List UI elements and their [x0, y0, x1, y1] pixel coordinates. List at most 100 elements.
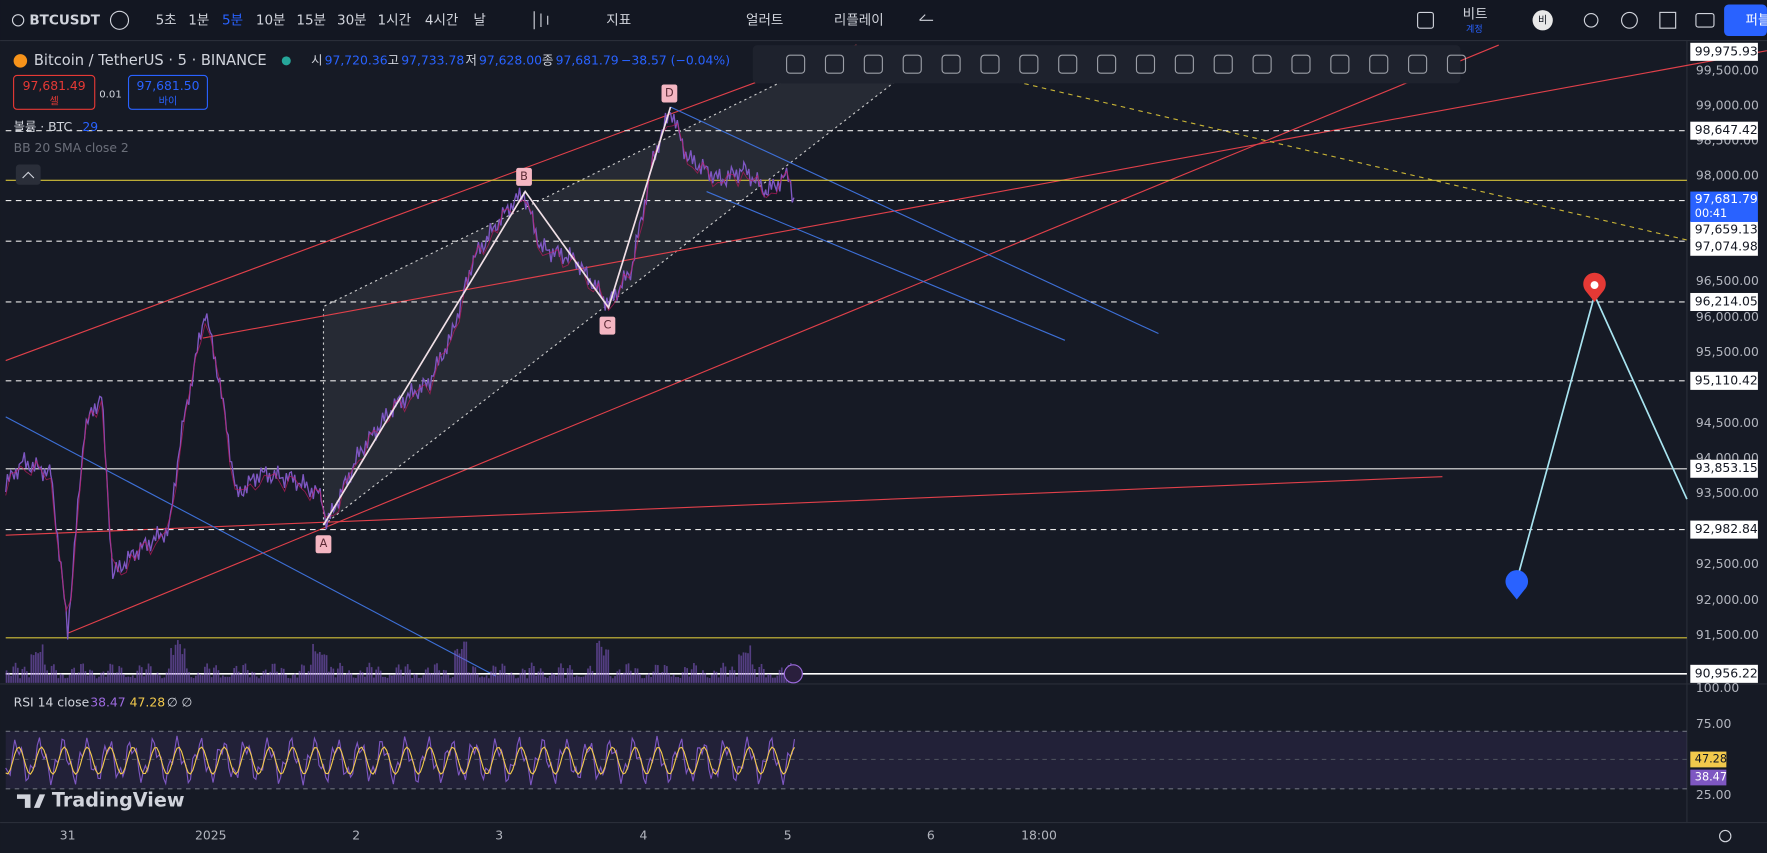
volume-bar	[758, 667, 761, 683]
collapse-button[interactable]	[15, 164, 41, 185]
tool-icon[interactable]	[1369, 54, 1389, 74]
tool-icon[interactable]	[824, 54, 845, 74]
interval[interactable]: 5분	[222, 12, 243, 28]
sell-button[interactable]	[13, 74, 96, 110]
volume-bar	[465, 641, 468, 683]
level-label: 92,982.84	[1695, 521, 1758, 536]
symbol[interactable]: BTCUSDT	[29, 12, 100, 28]
replay-button[interactable]: 리플레이	[834, 12, 884, 28]
volume-bar	[490, 671, 492, 683]
undo[interactable]	[919, 14, 934, 21]
alert-button[interactable]: 얼러트	[746, 12, 783, 28]
volume-bar	[686, 668, 688, 683]
account[interactable]: 비트	[1463, 7, 1488, 23]
search-icon[interactable]	[11, 14, 25, 27]
volume-bar	[39, 651, 42, 683]
volume-bar	[404, 666, 407, 683]
interval[interactable]: 1분	[188, 12, 209, 28]
volume-bar	[21, 669, 24, 683]
icon[interactable]	[1695, 12, 1715, 28]
tool-icon[interactable]	[1446, 54, 1467, 74]
volume-bar	[546, 678, 549, 683]
volume-bar	[760, 663, 763, 683]
tool-icon[interactable]	[1330, 54, 1350, 74]
volume-bar	[195, 675, 197, 683]
volume-bar	[50, 665, 53, 683]
tool-icon[interactable]	[1291, 54, 1311, 74]
volume-bar	[548, 676, 551, 683]
account-sub[interactable]: 계정	[1466, 23, 1483, 35]
settings[interactable]	[1719, 829, 1732, 843]
volume-bar	[580, 676, 583, 683]
interval[interactable]: 10분	[256, 12, 286, 28]
rsi-pane	[5, 730, 1687, 790]
volume-bar	[575, 675, 578, 683]
volume-bar	[506, 673, 508, 683]
volume-bar	[681, 672, 684, 683]
volume-bar	[163, 677, 166, 683]
tool-icon[interactable]	[1058, 54, 1078, 74]
add-symbol[interactable]	[109, 10, 130, 30]
volume-bar	[84, 671, 87, 683]
volume-bar	[564, 678, 567, 683]
tool-icon[interactable]	[863, 54, 883, 74]
volume-bar	[638, 673, 641, 683]
volume-bar	[350, 673, 353, 683]
volume-bar	[436, 663, 438, 683]
tool-icon[interactable]	[1408, 54, 1428, 74]
tool-icon[interactable]	[1135, 54, 1156, 74]
tool-icon[interactable]	[1019, 54, 1039, 74]
rsi-ma-line	[5, 746, 795, 775]
buy-button[interactable]	[127, 74, 208, 110]
interval[interactable]: 15분	[296, 12, 326, 28]
volume-bar	[332, 668, 335, 683]
tool-icon[interactable]	[980, 54, 1000, 74]
interval[interactable]: 30분	[337, 12, 367, 28]
pattern-label: B	[520, 170, 528, 183]
volume-bar	[672, 674, 675, 683]
layout-icon[interactable]	[1417, 11, 1434, 29]
interval[interactable]: 1시간	[378, 12, 411, 28]
tool-icon[interactable]	[902, 54, 922, 74]
volume-bar	[246, 670, 249, 683]
volume-bar	[744, 652, 747, 683]
volume-bar	[355, 677, 357, 683]
volume-bar	[427, 667, 429, 683]
avatar[interactable]	[1532, 10, 1553, 31]
volume-bar	[780, 667, 783, 683]
tool-icon[interactable]	[1174, 54, 1194, 74]
tool-icon[interactable]	[786, 54, 806, 74]
tool-icon[interactable]	[1213, 54, 1233, 74]
chart-type[interactable]	[533, 11, 549, 30]
tool-icon[interactable]	[941, 54, 961, 74]
icon[interactable]	[1621, 11, 1638, 29]
tool-icon[interactable]	[1252, 54, 1272, 74]
interval[interactable]: 날	[473, 12, 485, 28]
icon[interactable]	[1583, 12, 1599, 28]
tool-icon[interactable]	[1097, 54, 1117, 74]
volume-bar	[28, 677, 30, 683]
volume-label: 볼륨 · BTC	[14, 119, 73, 134]
volume-bar	[388, 674, 391, 683]
volume-bar	[647, 673, 650, 683]
quantity: 0.01	[99, 90, 122, 101]
volume-bar	[62, 674, 64, 683]
abcd-pattern	[322, 106, 672, 526]
level-label: 97,659.13	[1695, 221, 1758, 236]
indicators-button[interactable]: 지표	[606, 12, 631, 28]
publish-text[interactable]: 퍼블	[1746, 12, 1767, 28]
publish-button[interactable]	[1724, 4, 1767, 37]
volume-bar	[255, 676, 258, 683]
volume-bar	[100, 672, 103, 683]
volume-bar	[733, 670, 736, 683]
interval[interactable]: 5초	[156, 12, 177, 28]
icon[interactable]	[1659, 11, 1677, 29]
volume-bar	[555, 676, 558, 683]
channel-bottom	[323, 76, 902, 526]
volume-bar	[512, 675, 515, 683]
channel-fill	[323, 45, 902, 526]
interval[interactable]: 4시간	[425, 12, 458, 28]
rsi-ma-badge	[1690, 751, 1727, 768]
volume-bar	[154, 674, 157, 683]
